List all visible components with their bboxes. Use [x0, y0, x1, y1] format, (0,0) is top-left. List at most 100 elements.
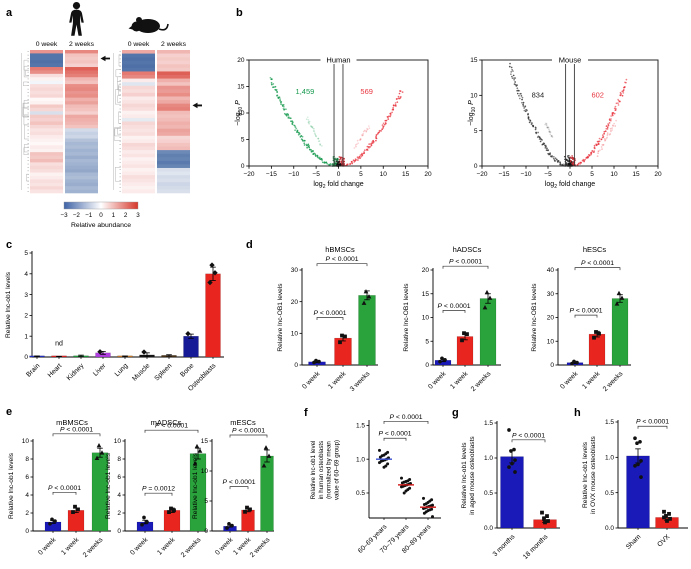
svg-text:hADSCs: hADSCs [453, 245, 482, 254]
svg-text:10: 10 [547, 338, 555, 345]
volcano-mouse: −20 −15 −10 −5 0 5 10 15 20 0 5 10 15 Mouse log2 fold … [468, 55, 662, 190]
svg-text:value of 60–69 group): value of 60–69 group) [333, 440, 340, 500]
svg-text:0: 0 [25, 528, 29, 535]
svg-text:0.0: 0.0 [484, 525, 493, 532]
svg-text:1.0: 1.0 [484, 455, 493, 462]
svg-text:−10: −10 [288, 171, 299, 178]
svg-text:6: 6 [25, 474, 29, 481]
svg-text:Relative lnc-ob1 levels: Relative lnc-ob1 levels [192, 452, 199, 519]
svg-text:1 week: 1 week [581, 370, 602, 391]
bar-Bone [183, 335, 199, 358]
svg-text:10: 10 [422, 315, 430, 322]
svg-text:−1: −1 [85, 212, 93, 219]
panel-label-f: f [304, 407, 308, 419]
svg-text:0: 0 [568, 171, 572, 178]
svg-text:−2: −2 [73, 212, 81, 219]
svg-text:0: 0 [241, 163, 245, 170]
panel-d-hesc-chart: 0 10 20 30 40 hESCs Relative lnc-OB1 levels 0 w… [531, 245, 631, 393]
svg-text:0 week: 0 week [301, 370, 322, 391]
bar-chart-hesc: 0 10 20 30 40 hESCs Relative lnc-OB1 levels 0 w… [531, 245, 631, 393]
data-points [48, 443, 105, 526]
svg-text:3 months: 3 months [492, 533, 517, 558]
panel-g-aged-mouse-chart: 0.0 0.5 1.0 1.5 Relative lnc-ob1 levels in ag… [461, 420, 560, 561]
svg-text:0: 0 [550, 362, 554, 369]
bar-1 week [456, 336, 474, 366]
svg-text:0: 0 [294, 362, 298, 369]
svg-text:−10: −10 [520, 171, 531, 178]
svg-text:P < 0.0001: P < 0.0001 [313, 310, 346, 317]
svg-text:20: 20 [424, 171, 432, 178]
svg-text:1.0: 1.0 [605, 455, 614, 462]
panel-e-madsc-chart: 0 2 4 6 8 10 mADSCs Relative lnc-ob1 levels 0 we… [105, 418, 207, 559]
svg-text:Human: Human [326, 56, 350, 65]
svg-text:mBMSCs: mBMSCs [56, 418, 88, 427]
svg-text:Relative lnc-ob1 levels: Relative lnc-ob1 levels [461, 442, 468, 509]
svg-text:4: 4 [25, 492, 29, 499]
svg-text:0: 0 [425, 362, 429, 369]
panel-e-mesc-chart: 0 5 10 15 mESCs Relative lnc-ob1 levels 0 week… [192, 418, 274, 559]
svg-text:2: 2 [117, 510, 121, 517]
svg-text:834: 834 [532, 90, 545, 99]
svg-text:1.5: 1.5 [484, 420, 493, 427]
svg-text:Heart: Heart [47, 362, 64, 379]
dendrogram [21, 53, 29, 190]
svg-text:in aged mouse osteoblasts: in aged mouse osteoblasts [469, 436, 476, 515]
svg-text:0 week: 0 week [37, 536, 58, 557]
svg-text:Liver: Liver [92, 362, 108, 378]
svg-text:4: 4 [117, 492, 121, 499]
svg-text:hBMSCs: hBMSCs [325, 245, 355, 254]
svg-text:1 week: 1 week [60, 536, 81, 557]
svg-text:3: 3 [136, 212, 140, 219]
svg-text:P = 0.0012: P = 0.0012 [142, 486, 175, 493]
svg-text:0.0: 0.0 [605, 525, 614, 532]
bar-3 months [500, 456, 524, 529]
svg-text:2: 2 [124, 212, 128, 219]
svg-text:0 week: 0 week [36, 41, 58, 48]
panel-f-age-dotplot: 0.5 1.0 1.5 Relative lnc-ob1 level in human … [310, 414, 441, 555]
svg-text:5: 5 [241, 137, 245, 144]
heatmap-colorbar: −3 −2 −1 0 1 2 3 Relative abundance [60, 201, 140, 229]
panel-c-tissue-bar-chart: 0 1 2 3 4 5 Relative lnc-ob1 levels Brain Heart K… [5, 250, 224, 393]
svg-text:3 weeks: 3 weeks [349, 370, 372, 393]
svg-text:Bone: Bone [179, 362, 195, 378]
bar-chart-hbmsc: 0 10 20 30 hBMSCs Relative lnc-OB1 levels 0 we… [277, 245, 378, 393]
svg-text:in human osteoblasts: in human osteoblasts [318, 441, 325, 499]
panel-label-a: a [6, 7, 13, 19]
svg-text:OVX: OVX [656, 533, 671, 548]
svg-text:P < 0.0001: P < 0.0001 [48, 485, 81, 492]
svg-text:in OVX mouse osteoblasts: in OVX mouse osteoblasts [590, 435, 597, 513]
heatmap-mouse: 0 week 2 weeks [113, 41, 202, 194]
svg-text:P < 0.0001: P < 0.0001 [155, 423, 188, 430]
svg-text:−3: −3 [60, 212, 68, 219]
svg-text:5: 5 [359, 171, 363, 178]
svg-text:15: 15 [632, 171, 640, 178]
panel-d-hbmsc-chart: 0 10 20 30 hBMSCs Relative lnc-OB1 levels 0 we… [277, 245, 378, 393]
bar-chart-hadsc: 0 5 10 15 20 hADSCs Relative lnc-OB1 levels 0 w… [403, 245, 501, 393]
svg-text:569: 569 [360, 87, 373, 96]
svg-text:10: 10 [237, 110, 245, 117]
svg-text:Relative lnc-OB1 levels: Relative lnc-OB1 levels [403, 283, 410, 352]
svg-text:15: 15 [201, 438, 209, 445]
bar-Sham [626, 455, 650, 529]
svg-text:10: 10 [201, 468, 209, 475]
row-marker-arrow-icon [100, 55, 110, 62]
svg-text:P < 0.0001: P < 0.0001 [581, 260, 614, 267]
bar-2 weeks [611, 298, 629, 366]
svg-text:Relative lnc-ob1 level: Relative lnc-ob1 level [310, 441, 317, 500]
svg-text:1: 1 [24, 333, 28, 340]
svg-text:0.5: 0.5 [605, 490, 614, 497]
bar-chart-mesc: 0 5 10 15 mESCs Relative lnc-ob1 levels 0 week… [192, 418, 274, 559]
svg-text:hESCs: hESCs [583, 245, 607, 254]
svg-text:1.5: 1.5 [356, 423, 365, 430]
svg-text:Lung: Lung [114, 362, 130, 378]
svg-text:P < 0.0001: P < 0.0001 [325, 256, 358, 263]
svg-text:0: 0 [337, 171, 341, 178]
svg-text:Relative lnc-ob1 levels: Relative lnc-ob1 levels [8, 452, 15, 519]
row-marker-arrow-icon [192, 102, 202, 109]
svg-text:2: 2 [24, 313, 28, 320]
svg-text:15: 15 [422, 291, 430, 298]
bar-chart-ovx_mouse: 0.0 0.5 1.0 1.5 Relative lnc-ob1 levels in OV… [582, 419, 688, 551]
panel-b-volcano-plots: −20 −15 −10 −5 0 5 10 15 20 0 5 10 15 20 Human log2 fol… [235, 55, 662, 190]
bar-1 week [588, 333, 606, 366]
svg-text:0.5: 0.5 [356, 490, 365, 497]
